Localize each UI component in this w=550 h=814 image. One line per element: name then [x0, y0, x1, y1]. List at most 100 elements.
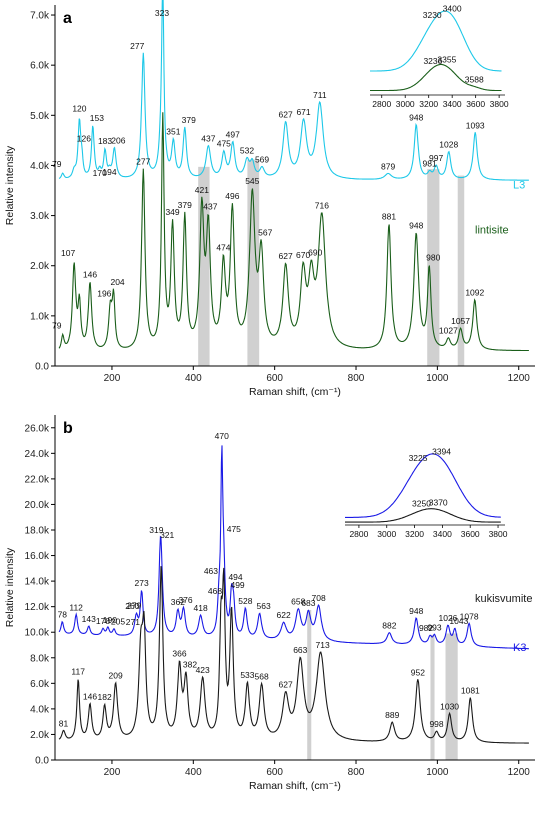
- y-tick-label: 6.0k: [30, 679, 50, 690]
- x-tick-label: 600: [266, 373, 283, 384]
- inset-x-tick-label: 3000: [396, 99, 415, 109]
- peak-label: 78: [58, 610, 68, 620]
- peak-label: 563: [257, 601, 271, 611]
- x-tick-label: 800: [348, 373, 365, 384]
- peak-label: 998: [429, 719, 443, 729]
- x-tick-label: 400: [185, 767, 202, 778]
- peak-label: 993: [427, 622, 441, 632]
- series-label-K3: K3: [513, 642, 526, 654]
- spectrum-K3: [58, 445, 529, 650]
- peak-label: 112: [69, 602, 83, 612]
- inset-peak-label: 3588: [465, 74, 484, 84]
- inset-x-tick-label: 3200: [419, 99, 438, 109]
- peak-label: 532: [240, 145, 254, 155]
- peak-label: 196: [97, 288, 111, 298]
- peak-label: 206: [111, 135, 125, 145]
- peak-label: 143: [82, 614, 96, 624]
- highlight-band: [427, 169, 440, 366]
- y-tick-label: 24.0k: [25, 449, 50, 460]
- x-axis-label: Raman shift, (cm⁻¹): [249, 386, 341, 398]
- x-tick-label: 200: [104, 767, 121, 778]
- y-tick-label: 2.0k: [30, 730, 50, 741]
- peak-label: 107: [61, 248, 75, 258]
- peak-label: 980: [426, 253, 440, 263]
- inset-x-tick-label: 3000: [377, 529, 396, 539]
- inset-peak-label: 3400: [443, 3, 462, 13]
- x-tick-label: 1000: [426, 767, 449, 778]
- peak-label: 437: [201, 134, 215, 144]
- peak-label: 475: [217, 139, 231, 149]
- y-tick-label: 7.0k: [30, 11, 50, 22]
- peak-label: 716: [315, 201, 329, 211]
- y-tick-label: 26.0k: [25, 423, 50, 434]
- peak-label: 379: [182, 115, 196, 125]
- x-tick-label: 600: [266, 767, 283, 778]
- peak-label: 323: [155, 8, 169, 18]
- peak-label: 321: [160, 530, 174, 540]
- peak-label: 499: [230, 580, 244, 590]
- peak-label: 663: [293, 645, 307, 655]
- peak-label: 879: [381, 161, 395, 171]
- peak-label: 271: [126, 617, 140, 627]
- peak-label: 351: [166, 126, 180, 136]
- peak-label: 349: [165, 207, 179, 217]
- spectrum-lintisite: [58, 112, 529, 352]
- peak-label: 209: [109, 670, 123, 680]
- peak-label: 366: [172, 648, 186, 658]
- peak-label: 437: [203, 202, 217, 212]
- peak-label: 1030: [440, 701, 459, 711]
- inset-peak-label: 3230: [423, 10, 442, 20]
- peak-label: 658: [291, 597, 305, 607]
- y-tick-label: 3.0k: [30, 211, 50, 222]
- peak-label: 178: [96, 616, 110, 626]
- peak-label: 418: [194, 603, 208, 613]
- peak-label: 1078: [460, 611, 479, 621]
- peak-label: 1043: [449, 616, 468, 626]
- peak-label: 545: [245, 176, 259, 186]
- y-tick-label: 22.0k: [25, 474, 50, 485]
- highlight-band: [445, 633, 458, 760]
- peak-label: 713: [316, 640, 330, 650]
- spectrum-kukisvumite: [58, 566, 529, 744]
- series-label-kukisvumite: kukisvumite: [475, 593, 532, 605]
- peak-label: 627: [279, 680, 293, 690]
- y-tick-label: 16.0k: [25, 551, 50, 562]
- peak-label: 496: [225, 191, 239, 201]
- y-tick-label: 8.0k: [30, 653, 50, 664]
- y-tick-label: 12.0k: [25, 602, 50, 613]
- highlight-band: [307, 609, 312, 760]
- peak-label: 997: [429, 153, 443, 163]
- y-tick-label: 0.0: [35, 756, 49, 767]
- peak-label: 567: [258, 228, 272, 238]
- peak-label: 683: [301, 598, 315, 608]
- peak-label: 889: [385, 710, 399, 720]
- peak-label: 279: [127, 601, 141, 611]
- peak-label: 474: [216, 242, 230, 252]
- peak-label: 568: [255, 672, 269, 682]
- inset-peak-label: 3225: [409, 453, 428, 463]
- peak-label: 690: [308, 248, 322, 258]
- peak-label: 376: [178, 595, 192, 605]
- spectrum-L3: [58, 0, 529, 181]
- peak-label: 622: [277, 610, 291, 620]
- peak-label: 948: [409, 606, 423, 616]
- peak-label: 1057: [451, 316, 470, 326]
- peak-label: 948: [409, 112, 423, 122]
- peak-label: 183: [98, 136, 112, 146]
- peak-label: 497: [226, 129, 240, 139]
- peak-label: 79: [52, 320, 62, 330]
- peak-label: 190: [103, 615, 117, 625]
- peak-label: 1081: [461, 686, 480, 696]
- peak-label: 153: [90, 113, 104, 123]
- peak-label: 528: [238, 596, 252, 606]
- inset-x-tick-label: 3400: [443, 99, 462, 109]
- peak-label: 126: [77, 133, 91, 143]
- x-tick-label: 800: [348, 767, 365, 778]
- x-tick-label: 1200: [508, 767, 531, 778]
- inset-peak-label: 3370: [429, 498, 448, 508]
- peak-label: 205: [111, 617, 125, 627]
- y-axis-label: Relative intensity: [4, 547, 16, 627]
- x-tick-label: 200: [104, 373, 121, 384]
- peak-label: 711: [313, 90, 327, 100]
